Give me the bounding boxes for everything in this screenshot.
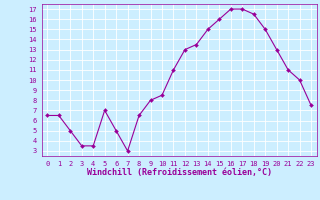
- X-axis label: Windchill (Refroidissement éolien,°C): Windchill (Refroidissement éolien,°C): [87, 168, 272, 177]
